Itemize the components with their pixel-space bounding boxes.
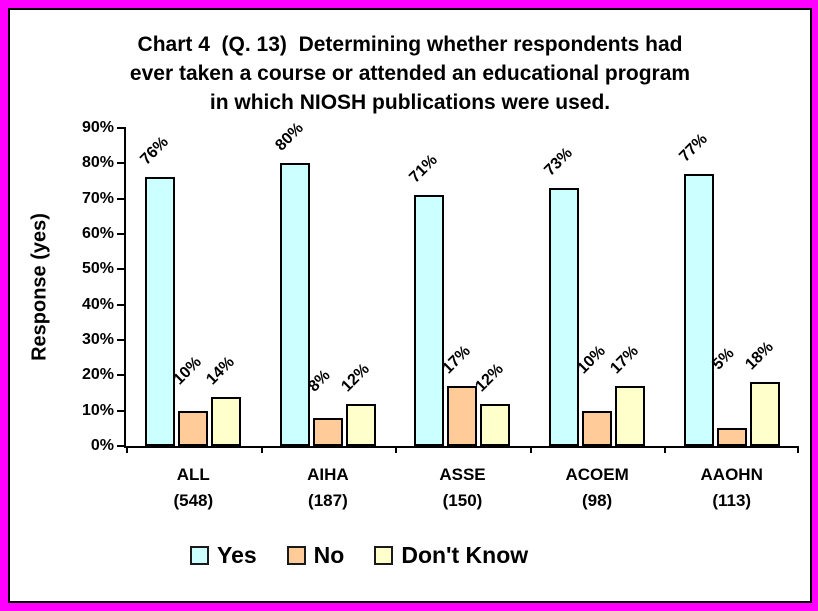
y-axis-tick: [117, 303, 126, 306]
bar-no-aiha: [312, 417, 343, 446]
bar-no-acoem: [582, 410, 613, 446]
y-axis-tick-label: 20%: [81, 366, 114, 384]
category-count: (113): [712, 491, 752, 510]
bar-value-label: 77%: [675, 130, 711, 166]
x-axis-category-label: ACOEM (98): [530, 462, 665, 514]
x-axis-tick: [395, 446, 398, 453]
bar-don-t-know-aiha: [345, 403, 376, 446]
bar-value-label: 18%: [741, 339, 777, 374]
y-axis-tick-label: 0%: [90, 437, 114, 454]
legend-label: Yes: [217, 542, 257, 568]
y-axis-tick: [117, 233, 126, 235]
x-axis-tick: [126, 446, 128, 453]
y-axis-tick-label: 70%: [81, 189, 114, 207]
bar-value-label: 73%: [541, 144, 577, 180]
bar-value-label: 12%: [338, 360, 373, 395]
bar-yes-asse: [414, 195, 445, 446]
bar-yes-aiha: [279, 163, 310, 446]
bar-value-label: 76%: [137, 134, 173, 169]
bar-no-all: [178, 410, 209, 446]
y-axis-tick-label: 10%: [81, 401, 114, 419]
x-axis-tick: [797, 446, 799, 453]
legend-label: No: [313, 542, 345, 568]
y-axis-tick-label: 90%: [81, 119, 114, 136]
bar-don-t-know-asse: [480, 403, 511, 446]
bar-don-t-know-all: [211, 396, 242, 446]
legend: Yes No Don't Know: [190, 542, 528, 569]
bar-value-label: 17%: [607, 342, 643, 378]
plot-area: 0% 10% 20% 30% 40% 50% 60% 70% 80% 90% 76% 10% 14% AL…: [82, 120, 799, 510]
y-axis-tick: [117, 127, 126, 129]
category-count: (548): [173, 491, 214, 510]
bar-value-label: 10%: [574, 342, 610, 378]
y-axis-tick: [117, 197, 126, 200]
legend-label: Don't Know: [401, 542, 529, 568]
legend-swatch-icon: [374, 546, 394, 565]
bar-yes-acoem: [549, 188, 580, 446]
y-axis-tick-label: 60%: [81, 225, 114, 242]
category-name: ACOEM: [565, 465, 629, 484]
bar-don-t-know-acoem: [615, 385, 646, 446]
x-axis-tick: [529, 446, 532, 453]
category-name: ASSE: [439, 465, 486, 484]
chart-frame: Chart 4 (Q. 13) Determining whether resp…: [8, 8, 812, 603]
chart-title-line2: ever taken a course or attended an educa…: [129, 62, 691, 85]
category-count: (150): [442, 491, 483, 510]
y-axis-tick: [117, 339, 126, 341]
bar-value-label: 14%: [203, 353, 239, 388]
bar-no-asse: [447, 385, 478, 446]
chart-title-line1: Chart 4 (Q. 13) Determining whether resp…: [137, 33, 683, 56]
bar-don-t-know-aaohn: [749, 382, 780, 446]
bar-group-aiha: 80% 8% 12% AIHA (187): [261, 120, 396, 510]
x-axis-category-label: ASSE (150): [395, 462, 530, 514]
category-count: (98): [581, 491, 613, 510]
category-name: ALL: [176, 465, 210, 484]
chart-title: Chart 4 (Q. 13) Determining whether resp…: [10, 30, 810, 117]
x-axis-tick: [260, 446, 263, 453]
y-axis-tick-label: 30%: [81, 331, 114, 348]
category-count: (187): [308, 491, 348, 510]
x-axis-tick: [664, 446, 667, 453]
legend-item-no: No: [286, 542, 345, 569]
category-name: AAOHN: [700, 465, 763, 484]
y-axis-tick: [117, 445, 126, 447]
y-axis-tick: [117, 268, 126, 271]
y-axis-tick: [117, 409, 126, 412]
bar-value-label: 10%: [170, 353, 206, 388]
legend-swatch-icon: [190, 546, 209, 565]
y-axis-tick: [117, 374, 126, 377]
bar-group-acoem: 73% 10% 17% ACOEM (98): [530, 128, 665, 510]
bar-value-label: 71%: [406, 151, 442, 187]
x-axis-category-label: AAOHN (113): [664, 462, 799, 514]
legend-item-yes: Yes: [190, 542, 257, 569]
chart-title-line3: in which NIOSH publications were used.: [209, 91, 611, 114]
bar-group-all: 76% 10% 14% ALL (548): [126, 128, 261, 510]
legend-swatch-icon: [286, 546, 306, 565]
bar-group-aaohn: 77% 5% 18% AAOHN (113): [664, 128, 799, 510]
bar-yes-all: [145, 177, 176, 446]
bar-group-asse: 71% 17% 12% ASSE (150): [395, 128, 530, 510]
bar-value-label: 12%: [472, 360, 508, 395]
bar-value-label: 80%: [272, 119, 307, 155]
bar-no-aaohn: [716, 428, 747, 446]
x-axis-category-label: AIHA (187): [261, 462, 396, 514]
legend-item-don-t-know: Don't Know: [374, 542, 528, 569]
category-name: AIHA: [307, 465, 349, 484]
y-axis-tick-label: 50%: [81, 260, 114, 278]
bar-yes-aaohn: [683, 173, 714, 446]
x-axis-category-label: ALL (548): [126, 462, 261, 514]
y-axis-tick-label: 80%: [81, 154, 114, 172]
bar-value-label: 17%: [439, 342, 475, 378]
y-axis-tick: [117, 162, 126, 165]
y-axis-tick-label: 40%: [81, 295, 114, 313]
